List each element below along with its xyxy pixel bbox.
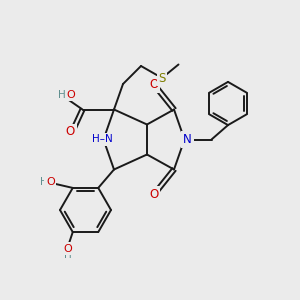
Text: O: O [64, 244, 73, 254]
Text: O: O [149, 188, 158, 201]
Text: O: O [149, 78, 158, 91]
Text: O: O [46, 177, 55, 187]
Text: O: O [66, 125, 75, 139]
Text: H–N: H–N [92, 134, 112, 145]
Text: H: H [64, 250, 72, 260]
Text: S: S [158, 71, 166, 85]
Text: H: H [40, 177, 48, 187]
Text: O: O [67, 89, 76, 100]
Text: H: H [58, 89, 65, 100]
Text: N: N [183, 133, 192, 146]
